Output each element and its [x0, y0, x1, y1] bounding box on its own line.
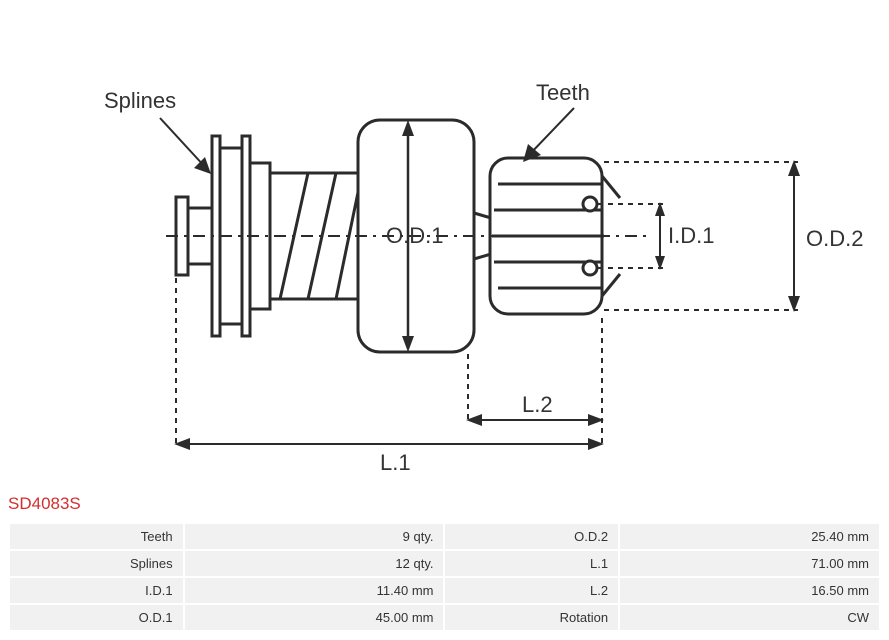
- technical-diagram: Splines Teeth O.D.1 I.D.1 O.D.2 L.1 L.2: [8, 8, 881, 488]
- spec-value: 12 qty.: [185, 551, 444, 576]
- label-l2: L.2: [522, 392, 553, 417]
- spec-label: Rotation: [445, 605, 618, 630]
- spec-label: L.2: [445, 578, 618, 603]
- spec-table: Teeth9 qty.O.D.225.40 mmSplines12 qty.L.…: [8, 522, 881, 632]
- spec-label: I.D.1: [10, 578, 183, 603]
- spec-label: O.D.2: [445, 524, 618, 549]
- spec-label: L.1: [445, 551, 618, 576]
- label-id1: I.D.1: [668, 223, 714, 248]
- label-od2: O.D.2: [806, 226, 863, 251]
- table-row: Splines12 qty.L.171.00 mm: [10, 551, 879, 576]
- table-row: I.D.111.40 mmL.216.50 mm: [10, 578, 879, 603]
- spec-value: 25.40 mm: [620, 524, 879, 549]
- spec-value: 71.00 mm: [620, 551, 879, 576]
- label-od1: O.D.1: [386, 223, 443, 248]
- spec-label: Splines: [10, 551, 183, 576]
- label-splines: Splines: [104, 88, 176, 113]
- spec-value: 11.40 mm: [185, 578, 444, 603]
- table-row: Teeth9 qty.O.D.225.40 mm: [10, 524, 879, 549]
- label-teeth: Teeth: [536, 80, 590, 105]
- label-l1: L.1: [380, 450, 411, 475]
- table-row: O.D.145.00 mmRotationCW: [10, 605, 879, 630]
- part-number: SD4083S: [8, 494, 881, 514]
- spec-value: 16.50 mm: [620, 578, 879, 603]
- spec-value: CW: [620, 605, 879, 630]
- spec-value: 45.00 mm: [185, 605, 444, 630]
- spec-label: O.D.1: [10, 605, 183, 630]
- spec-value: 9 qty.: [185, 524, 444, 549]
- spec-label: Teeth: [10, 524, 183, 549]
